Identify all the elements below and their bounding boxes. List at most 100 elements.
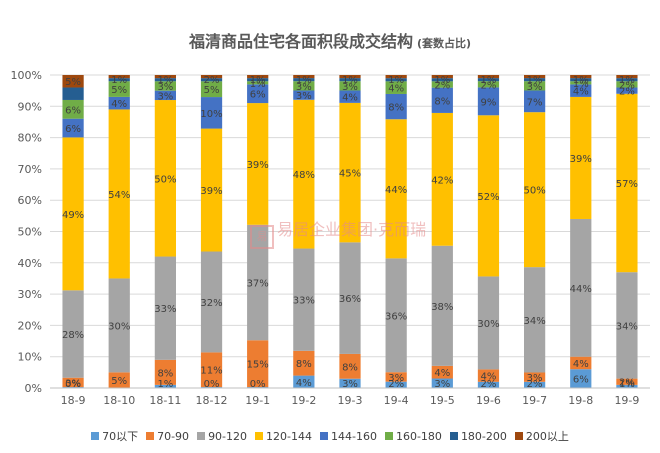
bar-segment [108,278,130,373]
bar-segment [293,81,315,91]
bar-segment [200,97,223,129]
bar-segment [247,78,269,82]
legend-item: 144-160 [320,430,377,443]
bar-segment [62,99,84,119]
data-label: 1% [157,75,173,86]
data-label: 1% [296,75,312,86]
x-tick-label: 18-12 [196,394,228,407]
bar-segment [200,75,223,79]
x-tick-label: 19-8 [568,394,593,407]
data-label: 6% [250,90,266,101]
data-label: 39% [570,154,592,165]
data-label: 50% [154,174,176,185]
data-label: 34% [616,321,638,332]
bar-segment [385,81,407,94]
bar-segment [524,267,546,373]
data-label: 4% [573,359,589,370]
chart-title-main: 福清商品住宅各面积段成交结构 [188,32,413,51]
legend-swatch [197,432,206,440]
bar-segment [339,378,361,388]
bar-segment [477,81,500,88]
bar-segment [477,276,500,370]
watermark-text: 易居企业集团·克而瑞 [277,220,427,239]
data-label: 6% [65,124,81,135]
data-label: 2% [527,379,543,390]
legend-swatch [146,432,155,440]
data-label: 2% [434,80,450,91]
bar-segment [431,81,453,88]
bar-segment [62,87,84,100]
bar-segment [431,78,453,82]
data-label: 2% [204,75,220,86]
bar-segment [524,78,546,82]
bar-segment [339,78,361,82]
bar-segment [339,242,361,354]
y-tick-label: 30% [18,288,42,301]
bars-layer [62,75,638,388]
axis-layer: 0% 10% 20% 30% 40% 50% 60% 70% 80% 90% 100% 18-9 18-… [11,69,650,407]
bar-segment [108,81,130,97]
data-label: 5% [111,85,127,96]
bar-segment [477,381,500,388]
data-label: 3% [342,379,358,390]
bar-segment [200,128,223,252]
data-label: 4% [388,84,404,95]
x-tick-label: 19-9 [614,394,639,407]
bar-segment [385,78,407,82]
x-tick-label: 19-6 [476,394,501,407]
legend-item: 120-144 [255,430,312,443]
x-tick-label: 19-3 [338,394,363,407]
data-label: 4% [434,368,450,379]
data-label: 30% [108,321,130,332]
bar-segment [385,381,407,388]
data-label: 37% [247,279,269,290]
bar-segment [293,75,315,79]
bar-segment [524,81,546,91]
bar-segment [62,377,84,388]
data-label: 3% [65,378,81,389]
legend-item: 160-180 [384,430,442,443]
legend-item: 90-120 [197,430,247,443]
data-label: 3% [157,82,173,93]
data-label: 2% [481,379,497,390]
legend-label: 160-180 [395,430,442,443]
data-label: 1% [573,79,589,90]
x-tick-label: 18-11 [149,394,181,407]
legend-swatch [320,432,328,440]
watermark: 易易居企业集团·克而瑞 [250,216,426,249]
y-tick-label: 100% [11,69,42,82]
bar-segment [154,78,176,82]
bar-segment [616,272,638,379]
chart-title: 福清商品住宅各面积段成交结构 (套数占比) [0,28,660,52]
data-label: 1% [157,379,173,390]
data-label: 1% [619,75,635,86]
legend-label: 120-144 [266,430,312,443]
data-label: 39% [247,160,269,171]
data-label: 2% [481,80,497,91]
data-label: 1% [527,75,543,86]
bar-segment [247,340,269,388]
bar-segment [477,115,500,277]
data-label: 48% [293,170,315,181]
bar-segment [570,96,592,219]
data-label: 5% [111,376,127,387]
bar-segment [108,96,130,110]
bar-segment [477,87,500,116]
data-label: 30% [477,319,499,330]
bar-segment [293,90,315,100]
y-tick-label: 70% [18,163,42,176]
data-label: 8% [296,359,312,370]
data-label: 4% [111,99,127,110]
data-label: 1% [388,75,404,86]
bar-segment [616,93,638,273]
bar-segment [570,81,592,85]
y-tick-label: 60% [18,194,42,207]
data-label: 50% [523,186,545,197]
bar-segment [616,75,638,79]
data-label: 4% [573,87,589,98]
bar-segment [524,75,546,79]
data-label: 9% [481,97,497,108]
legend-swatch [255,432,264,440]
bar-segment [616,384,638,388]
bar-segment [385,75,407,79]
